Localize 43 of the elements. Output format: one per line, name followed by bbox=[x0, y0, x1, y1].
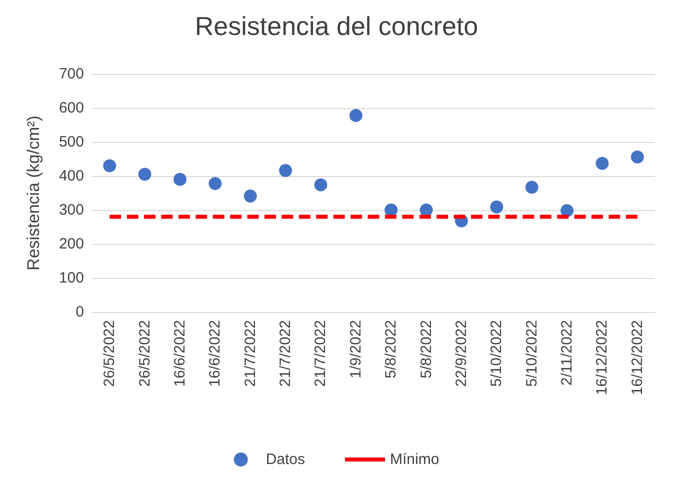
x-tick-label: 16/12/2022 bbox=[628, 320, 646, 396]
x-tick-label: 1/9/2022 bbox=[347, 320, 364, 378]
point bbox=[349, 108, 362, 122]
chart-title: Resistencia del concreto bbox=[194, 11, 478, 41]
x-tick-label: 26/5/2022 bbox=[136, 320, 154, 387]
y-tick-label: 700 bbox=[58, 66, 84, 82]
x-tick-label: 5/8/2022 bbox=[382, 320, 400, 378]
x-tick-label: 5/8/2022 bbox=[418, 320, 435, 378]
x-tick-label: 21/7/2022 bbox=[312, 320, 330, 387]
point bbox=[384, 204, 398, 216]
y-tick-label: 500 bbox=[58, 134, 84, 150]
y-tick-label: 200 bbox=[58, 236, 84, 252]
x-tick-label: 2/11/2022 bbox=[558, 320, 576, 386]
point bbox=[138, 168, 152, 181]
x-tick-label: 16/6/2022 bbox=[171, 320, 188, 387]
x-tick-label: 16/6/2022 bbox=[206, 320, 224, 387]
point bbox=[103, 159, 116, 172]
point bbox=[314, 178, 328, 192]
point bbox=[490, 200, 504, 214]
y-tick-label: 600 bbox=[58, 100, 84, 116]
point bbox=[244, 190, 257, 203]
point bbox=[560, 204, 574, 218]
point bbox=[173, 172, 186, 186]
point bbox=[420, 204, 433, 216]
y-tick-label: 400 bbox=[58, 168, 84, 184]
legend-label: Datos bbox=[266, 451, 306, 468]
x-tick-label: 22/9/2022 bbox=[452, 320, 470, 387]
point bbox=[279, 164, 292, 178]
y-tick-label: 0 bbox=[76, 304, 84, 320]
y-tick-label: 100 bbox=[58, 270, 84, 286]
x-tick-label: 21/7/2022 bbox=[277, 320, 294, 387]
y-tick-label: 300 bbox=[58, 202, 84, 218]
point bbox=[596, 156, 609, 170]
x-tick-label: 26/5/2022 bbox=[101, 320, 118, 387]
point bbox=[525, 180, 538, 194]
x-tick-label: 21/7/2022 bbox=[242, 320, 259, 387]
x-tick-label: 5/10/2022 bbox=[523, 320, 540, 387]
x-tick-label: 5/10/2022 bbox=[488, 320, 506, 387]
point bbox=[208, 176, 222, 190]
legend-label: Mínimo bbox=[390, 451, 440, 468]
y-axis-title: Resistencia (kg/cm²) bbox=[24, 116, 43, 270]
point bbox=[630, 150, 644, 164]
x-tick-label: 16/12/2022 bbox=[594, 320, 611, 396]
